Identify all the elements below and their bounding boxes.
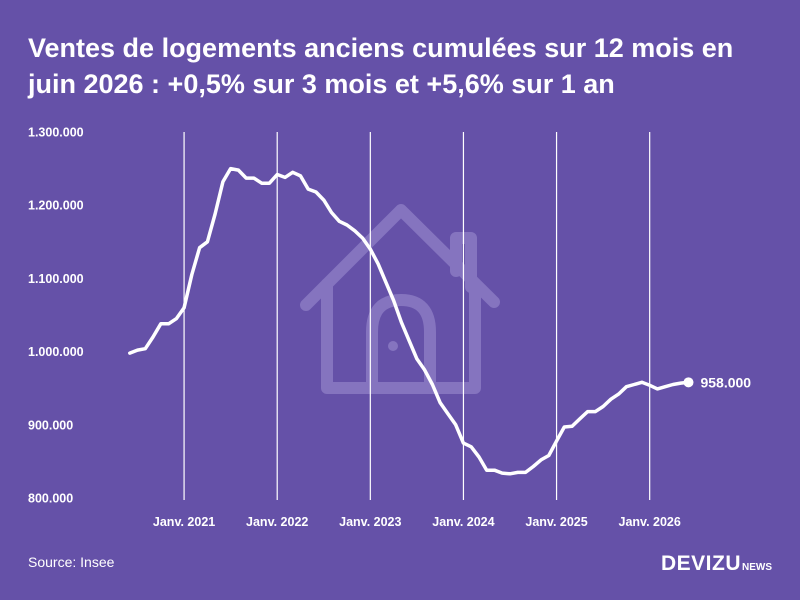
x-tick-label: Janv. 2021 <box>153 515 215 529</box>
series-line <box>128 166 691 476</box>
vertical-gridlines <box>183 132 651 500</box>
chart-title: Ventes de logements anciens cumulées sur… <box>28 33 734 99</box>
x-tick-label: Janv. 2024 <box>432 515 494 529</box>
y-tick-label: 1.100.000 <box>28 272 84 286</box>
y-tick-label: 900.000 <box>28 418 73 432</box>
y-tick-label: 1.200.000 <box>28 199 84 213</box>
x-axis-ticks: Janv. 2021 Janv. 2022 Janv. 2023 Janv. 2024… <box>153 515 681 529</box>
y-axis-ticks: 1.300.000 1.200.000 1.100.000 1.000.000 900.… <box>28 126 84 506</box>
brand-suffix: NEWS <box>742 562 772 573</box>
brand-logo: DEVIZU NEWS <box>661 552 772 576</box>
x-tick-label: Janv. 2023 <box>339 515 401 529</box>
y-tick-label: 800.000 <box>28 492 73 506</box>
source-note: Source: Insee <box>28 554 115 570</box>
y-tick-label: 1.300.000 <box>28 126 84 140</box>
end-value-label: 958.000 <box>700 374 751 390</box>
x-tick-label: Janv. 2026 <box>619 515 681 529</box>
brand-name: DEVIZU <box>660 552 741 575</box>
end-point-marker <box>683 377 694 388</box>
y-tick-label: 1.000.000 <box>28 345 84 359</box>
x-tick-label: Janv. 2022 <box>246 515 308 529</box>
house-icon <box>300 204 500 394</box>
x-tick-label: Janv. 2025 <box>525 515 587 529</box>
